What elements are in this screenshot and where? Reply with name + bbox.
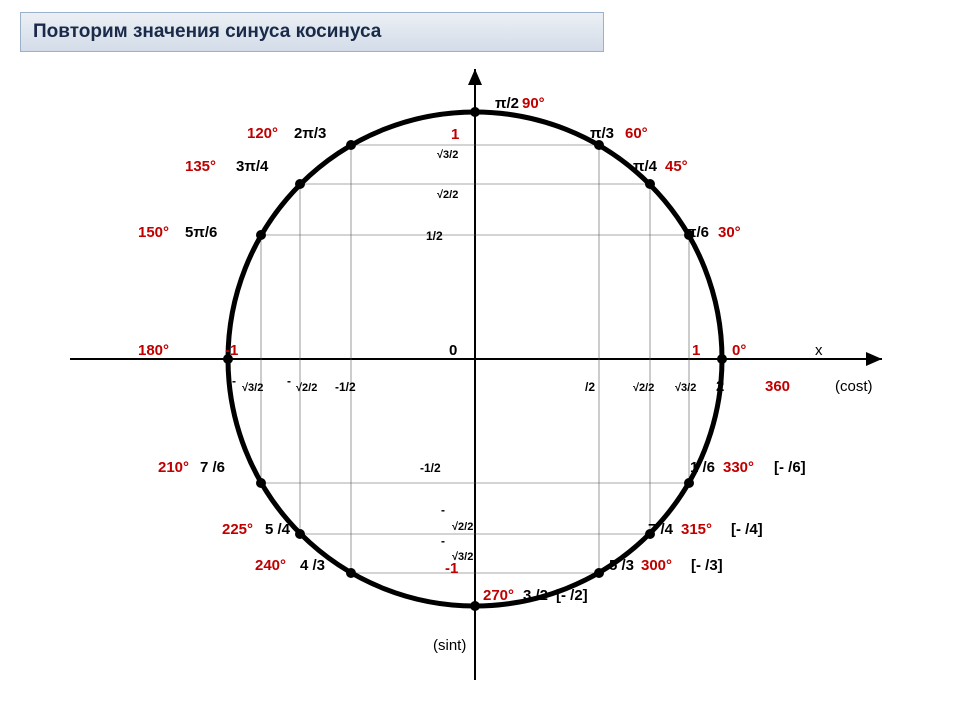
y-tick-neg: -: [441, 534, 445, 548]
title-bar: Повторим значения синуса косинуса: [20, 12, 604, 52]
y-tick-neg: -: [441, 503, 445, 517]
rad-label: 1 /6: [690, 459, 715, 476]
angle-point: [295, 529, 305, 539]
rad-ext-label: [- /3]: [691, 557, 723, 574]
rad-label: 4 /3: [300, 557, 325, 574]
rad-label: 5π/6: [185, 224, 217, 241]
x-axis-val: √2/2: [296, 382, 317, 394]
angle-point: [346, 140, 356, 150]
deg-label: 30°: [718, 224, 741, 241]
svg-text:√2/2: √2/2: [437, 189, 458, 201]
deg-label: 360: [765, 378, 790, 395]
y-axis-arrow: [468, 69, 482, 85]
deg-label: 300°: [641, 557, 672, 574]
deg-label: 0°: [732, 342, 746, 359]
rad-label: 3 /2: [523, 587, 548, 604]
x-axis-val: -: [232, 374, 236, 388]
angle-point: [256, 230, 266, 240]
y-tick-neg-val: √2/2: [452, 521, 473, 533]
x-axis-val: -1/2: [335, 380, 356, 394]
x-axis-val: -: [287, 374, 291, 388]
deg-label: 150°: [138, 224, 169, 241]
bot-neg-one: -1: [445, 560, 458, 577]
y-tick-label: √2/2: [437, 189, 458, 201]
svg-text:√3/2: √3/2: [437, 149, 458, 161]
angle-point: [684, 478, 694, 488]
rad-label: 7 /4: [648, 521, 674, 538]
rad-label: 5 /4: [265, 521, 291, 538]
left-neg-one: -1: [225, 342, 238, 359]
x-axis-val: √3/2: [242, 382, 263, 394]
origin-label: 0: [449, 342, 457, 359]
deg-label: 240°: [255, 557, 286, 574]
rad-ext-label: [- /4]: [731, 521, 763, 538]
deg-label: 135°: [185, 158, 216, 175]
cost-label: (cost): [835, 378, 873, 395]
y-tick-label: -1/2: [420, 461, 441, 475]
rad-ext-label: [- /6]: [774, 459, 806, 476]
x-axis-val: /2: [585, 380, 595, 394]
rad-label: π/2: [495, 95, 519, 112]
deg-label: 120°: [247, 125, 278, 142]
deg-label: 330°: [723, 459, 754, 476]
deg-label: 90°: [522, 95, 545, 112]
deg-label: 270°: [483, 587, 514, 604]
deg-label: 315°: [681, 521, 712, 538]
rad-label: π/6: [685, 224, 709, 241]
rad-label: π/3: [590, 125, 614, 142]
angle-point: [256, 478, 266, 488]
sint-label: (sint): [433, 637, 466, 654]
rad-label: 7 /6: [200, 459, 225, 476]
deg-label: 210°: [158, 459, 189, 476]
x-axis-val: √3/2: [675, 382, 696, 394]
angle-point: [470, 107, 480, 117]
angle-point: [346, 568, 356, 578]
rad-label: 2: [716, 378, 724, 395]
deg-label: 180°: [138, 342, 169, 359]
y-tick-label: 1/2: [426, 229, 443, 243]
rad-label: 3π/4: [236, 158, 269, 175]
deg-label: 60°: [625, 125, 648, 142]
rad-ext-label: [- /2]: [556, 587, 588, 604]
x-axis-arrow: [866, 352, 882, 366]
angle-point: [645, 179, 655, 189]
top-one: 1: [451, 126, 459, 143]
angle-point: [717, 354, 727, 364]
right-one: 1: [692, 342, 700, 359]
angle-point: [295, 179, 305, 189]
angle-point: [470, 601, 480, 611]
title-text: Повторим значения синуса косинуса: [33, 21, 381, 43]
rad-label: 5 /3: [609, 557, 634, 574]
deg-label: 225°: [222, 521, 253, 538]
y-tick-label: √3/2: [437, 149, 458, 161]
deg-label: 45°: [665, 158, 688, 175]
x-label: x: [815, 342, 823, 359]
rad-label: 2π/3: [294, 125, 326, 142]
angle-point: [594, 568, 604, 578]
rad-label: π/4: [633, 158, 658, 175]
unit-circle-diagram: 1/2√2/2√3/2-1/2-√2/2-√3/290°π/260°π/345°…: [0, 65, 960, 715]
x-axis-val: √2/2: [633, 382, 654, 394]
